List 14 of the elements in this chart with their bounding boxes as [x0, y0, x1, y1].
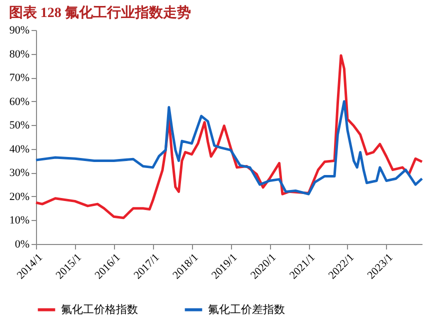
y-tick-label: 60%	[9, 96, 30, 108]
y-tick-label: 30%	[9, 167, 30, 180]
legend-label: 氟化工价格指数	[61, 304, 138, 316]
y-tick-label: 80%	[9, 48, 30, 60]
y-tick-label: 10%	[9, 214, 30, 227]
y-tick-label: 0%	[14, 238, 30, 250]
y-tick-label: 20%	[9, 190, 30, 203]
y-tick-label: 50%	[9, 120, 30, 132]
legend-label: 氟化工价差指数	[208, 304, 285, 316]
y-tick-label: 40%	[9, 143, 30, 156]
chart-title: 图表 128 氟化工行业指数走势	[8, 5, 191, 21]
y-tick-label: 70%	[9, 72, 30, 84]
line-series	[34, 100, 424, 196]
y-tick-label: 90%	[9, 24, 30, 36]
